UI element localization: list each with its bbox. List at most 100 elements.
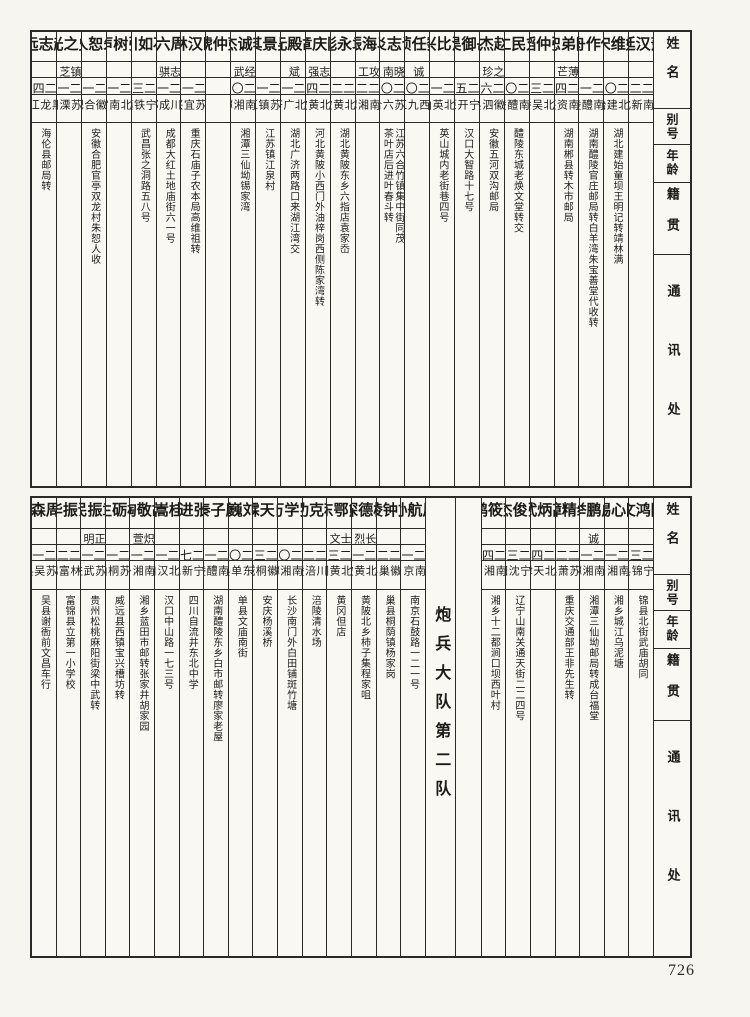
- person-name-text: 彭仲琥: [206, 36, 230, 54]
- person-age-text: 二一: [256, 82, 280, 94]
- person-age-text: 二三: [253, 548, 278, 561]
- header-name: 姓名: [654, 32, 690, 108]
- person-origin: 江苏武进: [81, 560, 105, 589]
- person-age-text: 二一: [181, 82, 206, 94]
- person-name: 陈弟恕: [555, 32, 579, 61]
- person-origin-text: 安徽合肥: [82, 98, 106, 111]
- person-origin: 黑龙江: [32, 93, 56, 123]
- person-origin-text: 湖南湘潭: [356, 98, 380, 111]
- section-divider-column: [456, 498, 482, 956]
- person-age-text: 二七: [179, 548, 204, 561]
- person-address-text: 威远县西镇宝兴槽坊转: [112, 595, 124, 701]
- person-alias: [481, 527, 506, 544]
- person-address: 四川自流井东北中学: [179, 589, 204, 956]
- person-age: 二〇: [604, 77, 629, 94]
- person-alias: [56, 527, 81, 544]
- person-address: 湖南醴陵东乡白市邮转廖家老屋: [204, 589, 228, 956]
- person-address: 重庆交通部王非先生转: [555, 589, 580, 956]
- person-address-text: 辽宁山南关通天街二二四号: [512, 595, 524, 722]
- person-address: 汉口中山路一七三号: [155, 589, 179, 956]
- person-age: 二二: [330, 77, 355, 94]
- person-address: 成都大红土地庙街六一号: [156, 122, 181, 486]
- person-column: 吴景其二一江苏镇江江苏镇江泉村: [256, 32, 281, 486]
- person-column: 石如川二三辽宁铁镇武昌张之洞路五八号: [131, 32, 157, 486]
- person-column: 谢振华二二吉林富锦富锦县立第一小学校: [56, 498, 82, 956]
- person-age: 二五: [455, 77, 479, 94]
- person-address-text: 富锦县立第一小学校: [63, 595, 75, 690]
- person-address: [206, 122, 231, 486]
- person-name-text: 姚维宋: [604, 36, 628, 54]
- person-age-text: 二一: [31, 548, 56, 561]
- person-name-text: 张树声: [107, 36, 131, 54]
- person-column: 张俊杰二三辽宁沈阳辽宁山南关通天街二二四号: [506, 498, 531, 956]
- person-address: 江苏镇江泉村: [256, 122, 280, 486]
- person-origin: 湖北黄陂: [305, 93, 330, 123]
- header-age-text: 年龄: [665, 615, 679, 643]
- person-origin-text: 湖北吴桥: [530, 98, 554, 111]
- roster-table-bottom: 姓名别号年龄籍贯通讯处陈鸿文二三辽宁锦县锦县北街武庙胡同陈心惕二一湖南湘乡湘乡城…: [30, 496, 692, 958]
- person-origin: 辽宁开原: [455, 93, 479, 123]
- person-name-text: 彭筱鹤: [482, 502, 506, 520]
- person-age: 二一: [256, 77, 280, 94]
- person-age-text: 二〇: [278, 548, 302, 561]
- person-origin-text: 江苏桐山: [106, 565, 130, 578]
- person-name-text: 桂嵩: [155, 502, 179, 520]
- person-name-text: 柳德深: [352, 502, 376, 520]
- person-origin: 南京: [401, 560, 425, 589]
- person-address: [529, 122, 554, 486]
- person-origin-text: 湖北汉口: [155, 565, 179, 578]
- person-alias-text: 诚: [586, 532, 599, 544]
- person-name-text: 刘巍: [228, 502, 253, 520]
- person-name-text: 成鹏举: [580, 502, 604, 520]
- person-origin-text: 河北天津: [531, 565, 555, 578]
- person-alias: [401, 527, 425, 544]
- person-age-text: 二一: [106, 82, 131, 94]
- header-address: 通讯处: [654, 720, 690, 956]
- person-alias-text: 志强: [306, 66, 330, 78]
- person-origin: 湖南资兴: [554, 93, 579, 123]
- person-origin: 河北天津: [530, 560, 555, 589]
- person-age-text: 二四: [530, 548, 555, 561]
- person-name-text: 石如川: [132, 36, 156, 54]
- person-origin: 安徽泗县: [479, 93, 504, 123]
- person-origin: 江苏萧县: [555, 560, 580, 589]
- person-alias-text: 之珍: [480, 66, 504, 78]
- person-age: 二一: [204, 543, 228, 560]
- person-name-text: 李诚杰: [231, 36, 255, 54]
- person-address: 英山城内老街巷四号: [430, 122, 454, 486]
- person-origin-text: 江苏镇江: [256, 98, 280, 111]
- person-alias: [629, 527, 653, 544]
- person-column: 纵精璋二二江苏萧县重庆交通部王非先生转: [555, 498, 581, 956]
- person-name: 李诚杰: [231, 32, 255, 61]
- person-age: 二〇: [504, 77, 529, 94]
- person-alias: [629, 61, 653, 77]
- header-address-text: 通讯处: [665, 284, 681, 461]
- person-age-text: 二一: [351, 548, 376, 561]
- person-name: 柳德深: [352, 498, 376, 528]
- person-address-text: 江苏镇江泉村: [262, 128, 274, 192]
- person-alias-text: 攻工: [356, 66, 380, 78]
- person-address-text: 长沙南门外白田铺斑竹塘: [284, 595, 296, 711]
- person-alias: [302, 527, 327, 544]
- person-age-text: 二四: [305, 82, 330, 94]
- person-name: 廖子秦: [204, 498, 228, 528]
- person-age-text: 二一: [604, 548, 629, 561]
- person-column: 史之光镇芝二一江苏溧阳: [57, 32, 82, 486]
- person-origin: 河北南宫: [106, 93, 131, 123]
- person-name-text: 萧汉廷: [629, 36, 653, 54]
- person-age-text: 二〇: [228, 548, 253, 561]
- person-name-text: 胡敬陶: [130, 502, 154, 520]
- person-origin-text: 湖北黄陂: [306, 98, 330, 111]
- person-address: 南京石鼓路一二一号: [401, 589, 425, 956]
- header-alias: 别号: [654, 574, 690, 610]
- person-age: 二〇: [380, 77, 405, 94]
- person-column: 章振民正明二一江苏武进贵州松桃麻阳街梁中武转: [81, 498, 106, 956]
- person-address: 武昌张之洞路五八号: [131, 122, 156, 486]
- person-origin-text: 湖南醴陵: [579, 98, 604, 111]
- person-age-text: 二四: [32, 82, 56, 94]
- person-column: 方钟陵二二安徽巢县巢县桐荫镇杨家岗: [376, 498, 402, 956]
- person-origin: 湖南湘乡: [604, 560, 629, 589]
- person-name-text: 赵杰: [479, 36, 504, 54]
- person-address-text: 涪陵清水场: [309, 595, 321, 648]
- person-origin-text: 湖北黄陂: [331, 98, 355, 111]
